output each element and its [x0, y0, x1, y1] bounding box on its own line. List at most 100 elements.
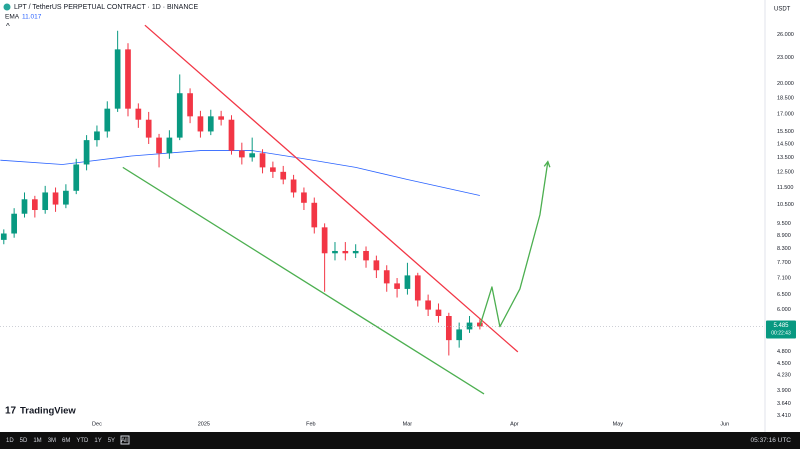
y-tick-label: 7.100: [777, 275, 791, 281]
candle-body: [11, 213, 17, 234]
x-tick-label: 2025: [198, 421, 210, 427]
candle-body: [31, 199, 38, 211]
candle-body: [125, 49, 131, 109]
range-button[interactable]: YTD: [76, 438, 89, 444]
candle-body: [259, 153, 266, 168]
x-tick-label: Feb: [306, 421, 315, 427]
trendline: [479, 161, 549, 328]
y-tick-label: 13.500: [777, 155, 794, 161]
y-tick-label: 9.500: [777, 221, 791, 227]
clock: 05:37:16 UTC: [751, 437, 792, 444]
candle-body: [383, 270, 390, 284]
candle-body: [270, 167, 276, 172]
last-price-box: [766, 320, 796, 339]
candle-body: [311, 202, 318, 228]
y-tick-label: 7.700: [777, 260, 791, 266]
last-price-label: 5.485: [773, 323, 789, 329]
brand-name: TradingView: [20, 406, 76, 417]
candle-body: [394, 283, 400, 289]
candle-body: [21, 199, 28, 214]
y-tick-label: 17.000: [777, 112, 794, 118]
y-tick-label: 3.640: [777, 401, 791, 407]
y-tick-label: 4.500: [777, 361, 791, 367]
candle-body: [301, 192, 307, 203]
candle-body: [52, 192, 59, 205]
y-tick-label: 3.900: [777, 388, 791, 394]
candle-body: [435, 309, 442, 316]
brand: 17 TradingView: [5, 406, 76, 417]
toolbar: [0, 432, 800, 449]
y-tick-label: 10.500: [777, 202, 794, 208]
candle-body: [332, 250, 338, 254]
trendline: [122, 166, 485, 395]
candle-body: [63, 190, 69, 205]
candle-body: [249, 153, 256, 158]
symbol-icon: [3, 3, 11, 11]
x-tick-label: May: [613, 421, 624, 427]
y-tick-label: 14.500: [777, 141, 794, 147]
y-tick-label: 8.300: [777, 246, 791, 252]
candle-body: [228, 119, 235, 151]
date-range-button[interactable]: [120, 435, 130, 445]
candle-body: [207, 116, 214, 132]
candle-body: [94, 131, 100, 141]
candle-body: [145, 119, 152, 138]
candle-body: [197, 116, 204, 132]
candle-body: [135, 108, 142, 120]
x-tick-label: Mar: [403, 421, 413, 427]
trendline: [144, 24, 519, 353]
y-tick-label: 15.500: [777, 129, 794, 135]
range-button[interactable]: 5Y: [108, 438, 115, 444]
y-tick-label: 18.500: [777, 96, 794, 102]
y-tick-label: 20.000: [777, 81, 794, 87]
candle-body: [290, 179, 297, 193]
brand-logo: 17: [5, 406, 17, 417]
candle-body: [187, 93, 193, 117]
candle-body: [321, 227, 328, 254]
countdown: 00:22:43: [771, 330, 791, 336]
candle-body: [114, 49, 121, 109]
range-button[interactable]: 6M: [62, 438, 70, 444]
indicator-value: 11.017: [22, 14, 42, 21]
arrowhead: [543, 160, 551, 168]
currency: USDT: [774, 7, 791, 13]
range-button[interactable]: 1Y: [94, 438, 101, 444]
range-button[interactable]: 5D: [20, 438, 28, 444]
y-tick-label: 6.000: [777, 307, 791, 313]
candle-body: [42, 192, 49, 211]
candle-body: [166, 137, 173, 154]
candle-body: [156, 137, 162, 154]
candle-body: [280, 171, 287, 180]
collapse-icon[interactable]: ^: [6, 22, 10, 31]
candle-body: [414, 275, 421, 301]
candle-body: [218, 116, 224, 120]
range-button[interactable]: All: [121, 438, 128, 444]
candle-body: [0, 233, 7, 240]
candle-body: [176, 93, 183, 138]
candle-body: [238, 150, 245, 158]
x-tick-label: Jun: [720, 421, 729, 427]
y-tick-label: 26.000: [777, 32, 794, 38]
y-tick-label: 4.800: [777, 349, 791, 355]
indicator-name: EMA: [5, 14, 20, 21]
range-button[interactable]: 3M: [48, 438, 56, 444]
y-tick-label: 6.500: [777, 292, 791, 298]
candle-body: [373, 260, 380, 271]
candle-body: [104, 108, 111, 132]
candle-body: [363, 250, 369, 261]
candle-body: [83, 140, 90, 165]
y-tick-label: 12.500: [777, 169, 794, 175]
range-button[interactable]: 1D: [6, 438, 14, 444]
candle-body: [404, 275, 411, 289]
candle-body: [445, 315, 452, 341]
x-tick-label: Dec: [92, 421, 102, 427]
range-button[interactable]: 1M: [33, 438, 41, 444]
x-tick-label: Apr: [510, 421, 519, 427]
chart-title: LPT / TetherUS PERPETUAL CONTRACT · 1D ·…: [14, 4, 198, 11]
y-tick-label: 3.410: [777, 413, 791, 419]
y-tick-label: 8.900: [777, 233, 791, 239]
y-tick-label: 23.000: [777, 55, 794, 61]
candle-body: [342, 250, 349, 254]
